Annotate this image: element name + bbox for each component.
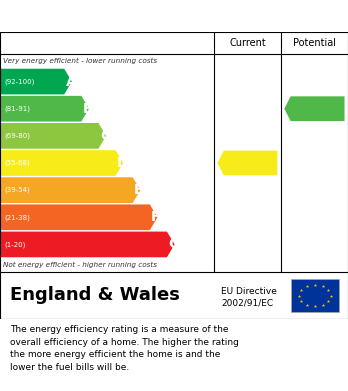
Polygon shape [0,150,123,176]
Polygon shape [0,177,140,203]
Text: EU Directive: EU Directive [221,287,277,296]
Text: (21-38): (21-38) [4,214,30,221]
Text: Not energy efficient - higher running costs: Not energy efficient - higher running co… [3,262,158,268]
Text: The energy efficiency rating is a measure of the
overall efficiency of a home. T: The energy efficiency rating is a measur… [10,325,239,372]
Text: (92-100): (92-100) [4,78,34,85]
Text: Potential: Potential [293,38,336,48]
Text: 63: 63 [243,156,259,170]
Text: (39-54): (39-54) [4,187,30,194]
Text: F: F [151,210,161,224]
Polygon shape [0,231,175,257]
Text: A: A [65,75,76,89]
Text: Very energy efficient - lower running costs: Very energy efficient - lower running co… [3,58,158,64]
Text: D: D [117,156,128,170]
Text: (55-68): (55-68) [4,160,30,166]
Text: (81-91): (81-91) [4,106,30,112]
Text: E: E [134,183,144,197]
Polygon shape [284,96,345,121]
Text: B: B [83,102,93,116]
Text: Current: Current [229,38,266,48]
Polygon shape [0,69,72,94]
FancyBboxPatch shape [291,279,339,312]
Text: (69-80): (69-80) [4,133,30,139]
Polygon shape [218,151,277,176]
Polygon shape [0,204,157,230]
Text: Energy Efficiency Rating: Energy Efficiency Rating [10,9,220,23]
Text: England & Wales: England & Wales [10,287,180,305]
Text: G: G [168,237,180,251]
Text: 81: 81 [310,102,326,115]
Text: 2002/91/EC: 2002/91/EC [221,298,273,307]
Polygon shape [0,123,106,149]
Text: C: C [100,129,110,143]
Text: (1-20): (1-20) [4,241,25,248]
Polygon shape [0,96,89,122]
